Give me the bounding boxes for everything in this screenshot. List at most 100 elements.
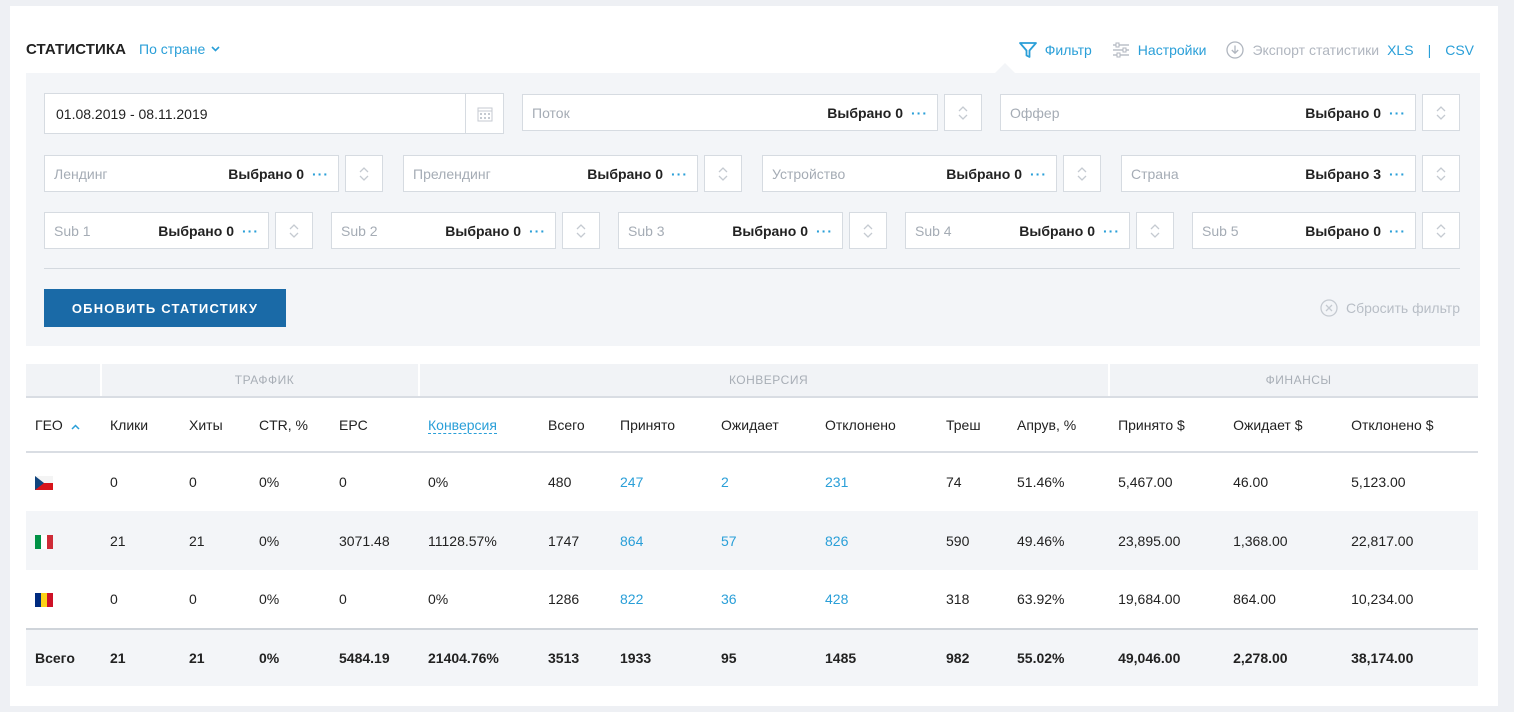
sub4-selected-count: Выбрано 0 [1019,222,1095,239]
more-icon[interactable]: ··· [671,165,688,182]
more-icon[interactable]: ··· [242,222,259,239]
more-icon[interactable]: ··· [1103,222,1120,239]
italy-flag-icon [35,534,53,549]
country-select-box[interactable]: Страна Выбрано 3 ··· [1121,155,1416,192]
group-header-empty [26,364,101,398]
up-down-chevron-icon [289,223,299,238]
sub1-select-box[interactable]: Sub 1 Выбрано 0 ··· [44,212,269,249]
device-select[interactable]: Устройство Выбрано 0 ··· [762,155,1101,192]
more-icon[interactable]: ··· [911,104,928,121]
offer-sort-toggle[interactable] [1422,94,1460,131]
up-down-chevron-icon [359,166,369,181]
column-header-conversion[interactable]: Конверсия [419,397,539,453]
prelanding-select-box[interactable]: Прелендинг Выбрано 0 ··· [403,155,698,192]
more-icon[interactable]: ··· [1389,104,1406,121]
sub3-select-box[interactable]: Sub 3 Выбрано 0 ··· [618,212,843,249]
sub2-select[interactable]: Sub 2 Выбрано 0 ··· [331,212,600,249]
column-header-clicks[interactable]: Клики [101,397,180,453]
conversion-link[interactable]: Конверсия [428,416,497,434]
device-select-box[interactable]: Устройство Выбрано 0 ··· [762,155,1057,192]
prelanding-sort-toggle[interactable] [704,155,742,192]
offer-select-box[interactable]: Оффер Выбрано 0 ··· [1000,94,1416,131]
table-row: 0 0 0% 0 0% 480 247 2 231 74 51.46% 5,46… [26,452,1478,511]
column-header-epc[interactable]: EPC [330,397,419,453]
country-select[interactable]: Страна Выбрано 3 ··· [1121,155,1460,192]
accepted-link[interactable]: 822 [620,591,644,607]
column-header-accepted-usd[interactable]: Принято $ [1109,397,1225,453]
sub5-select[interactable]: Sub 5 Выбрано 0 ··· [1192,212,1460,249]
total-cell: 5484.19 [330,628,419,686]
more-icon[interactable]: ··· [816,222,833,239]
column-header-pending[interactable]: Ожидает [712,397,816,453]
landing-select-box[interactable]: Лендинг Выбрано 0 ··· [44,155,339,192]
column-header-accepted[interactable]: Принято [611,397,712,453]
romania-flag-icon [35,593,53,608]
reset-filter-button[interactable]: Сбросить фильтр [1320,299,1460,317]
table-cell: 0% [259,474,280,490]
sub4-select-box[interactable]: Sub 4 Выбрано 0 ··· [905,212,1130,249]
column-header-total[interactable]: Всего [539,397,611,453]
sub4-sort-toggle[interactable] [1136,212,1174,249]
rejected-link[interactable]: 826 [816,511,937,570]
more-icon[interactable]: ··· [1389,165,1406,182]
column-header-trash[interactable]: Треш [937,397,1008,453]
table-cell: 63.92% [1017,591,1065,607]
sub2-sort-toggle[interactable] [562,212,600,249]
table-cell: 11128.57% [419,511,539,570]
landing-sort-toggle[interactable] [345,155,383,192]
sub3-select[interactable]: Sub 3 Выбрано 0 ··· [618,212,887,249]
total-cell: 55.02% [1008,628,1110,686]
stream-sort-toggle[interactable] [944,94,982,131]
date-range-picker[interactable]: 01.08.2019 - 08.11.2019 [44,93,504,134]
sub5-sort-toggle[interactable] [1422,212,1460,249]
accepted-link[interactable]: 864 [611,511,712,570]
sub4-select[interactable]: Sub 4 Выбрано 0 ··· [905,212,1174,249]
column-header-approve[interactable]: Апрув, % [1008,397,1110,453]
date-range-input[interactable]: 01.08.2019 - 08.11.2019 [44,93,466,134]
rejected-link[interactable]: 428 [825,591,849,607]
sub3-sort-toggle[interactable] [849,212,887,249]
refresh-statistics-button[interactable]: ОБНОВИТЬ СТАТИСТИКУ [44,289,286,327]
table-cell: 23,895.00 [1109,511,1225,570]
table-cell: 5,123.00 [1351,474,1406,490]
pending-link[interactable]: 36 [721,591,737,607]
offer-select[interactable]: Оффер Выбрано 0 ··· [1000,94,1460,131]
group-by-dropdown[interactable]: По стране [139,41,220,57]
more-icon[interactable]: ··· [1389,222,1406,239]
sub1-sort-toggle[interactable] [275,212,313,249]
more-icon[interactable]: ··· [1030,165,1047,182]
pending-link[interactable]: 2 [721,474,729,490]
pending-link[interactable]: 57 [712,511,816,570]
device-selected-count: Выбрано 0 [946,165,1022,182]
rejected-link[interactable]: 231 [825,474,849,490]
column-header-geo[interactable]: ГЕО [26,397,101,453]
calendar-button[interactable] [466,93,504,134]
up-down-chevron-icon [863,223,873,238]
group-header-row: ТРАФФИК КОНВЕРСИЯ ФИНАНСЫ [26,364,1479,398]
filter-toggle[interactable]: Фильтр [1018,41,1092,59]
table-cell: 318 [946,591,970,607]
country-sort-toggle[interactable] [1422,155,1460,192]
more-icon[interactable]: ··· [312,165,329,182]
export-xls-link[interactable]: XLS [1387,42,1414,58]
sub5-select-box[interactable]: Sub 5 Выбрано 0 ··· [1192,212,1416,249]
prelanding-select[interactable]: Прелендинг Выбрано 0 ··· [403,155,742,192]
column-header-rejected[interactable]: Отклонено [816,397,937,453]
device-sort-toggle[interactable] [1063,155,1101,192]
table-cell: 0 [110,591,118,607]
settings-button[interactable]: Настройки [1112,42,1206,58]
more-icon[interactable]: ··· [529,222,546,239]
column-header-hits[interactable]: Хиты [180,397,250,453]
sub1-select[interactable]: Sub 1 Выбрано 0 ··· [44,212,313,249]
landing-select[interactable]: Лендинг Выбрано 0 ··· [44,155,383,192]
stream-select[interactable]: Поток Выбрано 0 ··· [522,94,982,131]
table-row: 0 0 0% 0 0% 1286 822 36 428 318 63.92% 1… [26,570,1478,629]
column-header-pending-usd[interactable]: Ожидает $ [1224,397,1343,453]
sub2-select-box[interactable]: Sub 2 Выбрано 0 ··· [331,212,556,249]
export-csv-link[interactable]: CSV [1445,42,1474,58]
column-header-rejected-usd[interactable]: Отклонено $ [1342,397,1479,453]
column-header-ctr[interactable]: CTR, % [250,397,330,453]
stream-select-box[interactable]: Поток Выбрано 0 ··· [522,94,938,131]
accepted-link[interactable]: 247 [620,474,644,490]
table-cell: 74 [946,474,962,490]
